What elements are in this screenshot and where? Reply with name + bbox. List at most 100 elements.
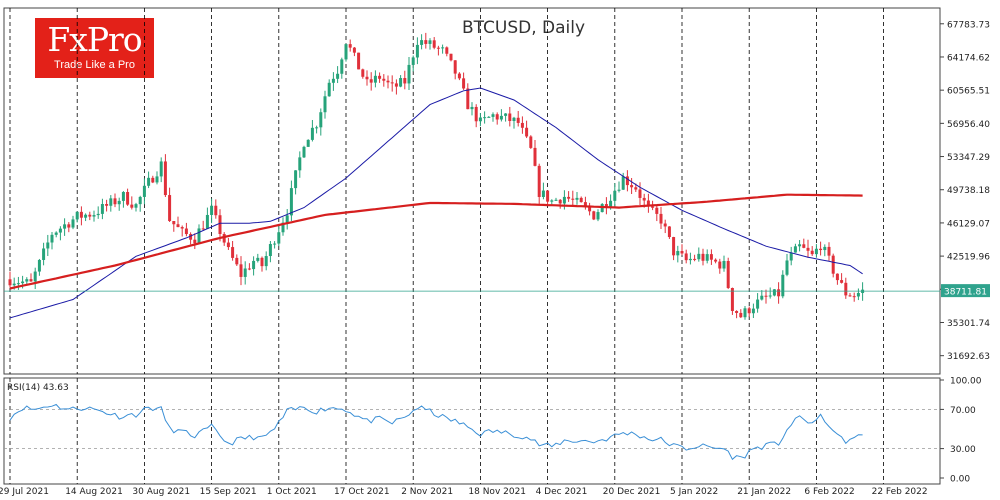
candle-down bbox=[453, 60, 457, 74]
candle-down bbox=[516, 117, 520, 123]
candle-down bbox=[382, 78, 386, 81]
date-tick-label: 1 Oct 2021 bbox=[267, 487, 317, 497]
rsi-ytick-label: 0.00 bbox=[950, 475, 970, 485]
candle-up bbox=[441, 47, 445, 49]
candle-down bbox=[386, 80, 390, 83]
rsi-title: RSI(14) 43.63 bbox=[7, 383, 69, 393]
candle-up bbox=[478, 117, 482, 122]
candle-down bbox=[764, 295, 768, 297]
candle-up bbox=[42, 248, 46, 260]
candle-up bbox=[84, 214, 88, 218]
candle-down bbox=[735, 310, 739, 313]
candle-down bbox=[672, 237, 676, 256]
candle-up bbox=[50, 234, 54, 243]
rsi-ytick-label: 70.00 bbox=[950, 406, 976, 416]
candle-down bbox=[260, 257, 264, 267]
candle-down bbox=[495, 114, 499, 120]
candle-down bbox=[105, 204, 109, 206]
candle-up bbox=[147, 177, 151, 186]
candle-up bbox=[252, 260, 256, 270]
candle-down bbox=[806, 247, 810, 251]
candle-down bbox=[655, 207, 659, 214]
moving-average-slow-line bbox=[9, 193, 863, 290]
candle-down bbox=[29, 279, 33, 282]
candle-up bbox=[310, 127, 314, 140]
candle-down bbox=[79, 211, 83, 218]
candle-up bbox=[613, 190, 617, 201]
candle-up bbox=[617, 189, 621, 191]
candle-down bbox=[693, 258, 697, 260]
candle-up bbox=[268, 244, 272, 257]
candle-down bbox=[193, 239, 197, 244]
candle-up bbox=[823, 246, 827, 251]
candle-down bbox=[189, 234, 193, 240]
candle-up bbox=[75, 211, 79, 220]
candle-down bbox=[642, 197, 646, 201]
candle-up bbox=[46, 242, 50, 249]
candle-down bbox=[558, 199, 562, 204]
candle-down bbox=[235, 257, 239, 265]
candle-up bbox=[134, 204, 138, 208]
candle-down bbox=[113, 198, 117, 205]
date-tick-label: 29 Jul 2021 bbox=[0, 487, 49, 497]
fxpro-logo: FxPro Trade Like a Pro bbox=[35, 18, 154, 78]
candle-up bbox=[399, 78, 403, 87]
candle-up bbox=[785, 260, 789, 275]
chart-title: BTCUSD, Daily bbox=[462, 18, 586, 38]
candle-up bbox=[373, 75, 377, 83]
candle-down bbox=[739, 312, 743, 318]
candle-down bbox=[684, 253, 688, 261]
date-tick-label: 20 Dec 2021 bbox=[603, 487, 661, 497]
candle-up bbox=[138, 196, 142, 205]
candle-down bbox=[378, 75, 382, 79]
candle-down bbox=[525, 127, 529, 137]
logo-brand: FxPro bbox=[47, 20, 142, 59]
candle-up bbox=[772, 289, 776, 296]
candle-up bbox=[344, 44, 348, 60]
candle-up bbox=[751, 308, 755, 314]
candle-down bbox=[651, 206, 655, 208]
price-ytick-label: 31692.63 bbox=[947, 352, 990, 362]
candle-down bbox=[474, 106, 478, 122]
candle-up bbox=[621, 176, 625, 190]
candle-up bbox=[281, 222, 285, 233]
candle-up bbox=[768, 295, 772, 297]
candle-down bbox=[810, 250, 814, 255]
candle-down bbox=[462, 78, 466, 89]
candle-up bbox=[688, 258, 692, 261]
candle-down bbox=[163, 161, 167, 196]
candle-up bbox=[289, 188, 293, 216]
candle-up bbox=[814, 248, 818, 255]
candle-up bbox=[609, 200, 613, 208]
candle-down bbox=[709, 254, 713, 260]
candle-up bbox=[155, 176, 159, 183]
candle-up bbox=[793, 246, 797, 253]
candle-down bbox=[726, 261, 730, 289]
candle-up bbox=[483, 117, 487, 119]
date-tick-label: 22 Feb 2022 bbox=[872, 487, 928, 497]
candle-down bbox=[180, 227, 184, 229]
candle-up bbox=[798, 244, 802, 247]
candle-up bbox=[298, 157, 302, 171]
last-price-badge bbox=[941, 284, 990, 298]
candle-up bbox=[470, 106, 474, 110]
candle-up bbox=[504, 113, 508, 116]
candle-down bbox=[449, 53, 453, 61]
candle-down bbox=[348, 44, 352, 48]
candle-up bbox=[756, 299, 760, 309]
candle-down bbox=[567, 196, 571, 199]
candle-up bbox=[197, 228, 201, 244]
candle-up bbox=[331, 78, 335, 83]
price-ytick-label: 53347.29 bbox=[947, 153, 990, 163]
candle-down bbox=[394, 83, 398, 87]
candle-down bbox=[457, 73, 461, 79]
candle-down bbox=[588, 206, 592, 212]
candle-down bbox=[67, 224, 71, 228]
logo-tagline: Trade Like a Pro bbox=[54, 59, 135, 71]
date-tick-label: 5 Jan 2022 bbox=[670, 487, 718, 497]
last-price-label: 38711.81 bbox=[944, 288, 987, 298]
candle-down bbox=[701, 253, 705, 261]
candle-up bbox=[25, 279, 29, 282]
candle-down bbox=[852, 296, 856, 298]
